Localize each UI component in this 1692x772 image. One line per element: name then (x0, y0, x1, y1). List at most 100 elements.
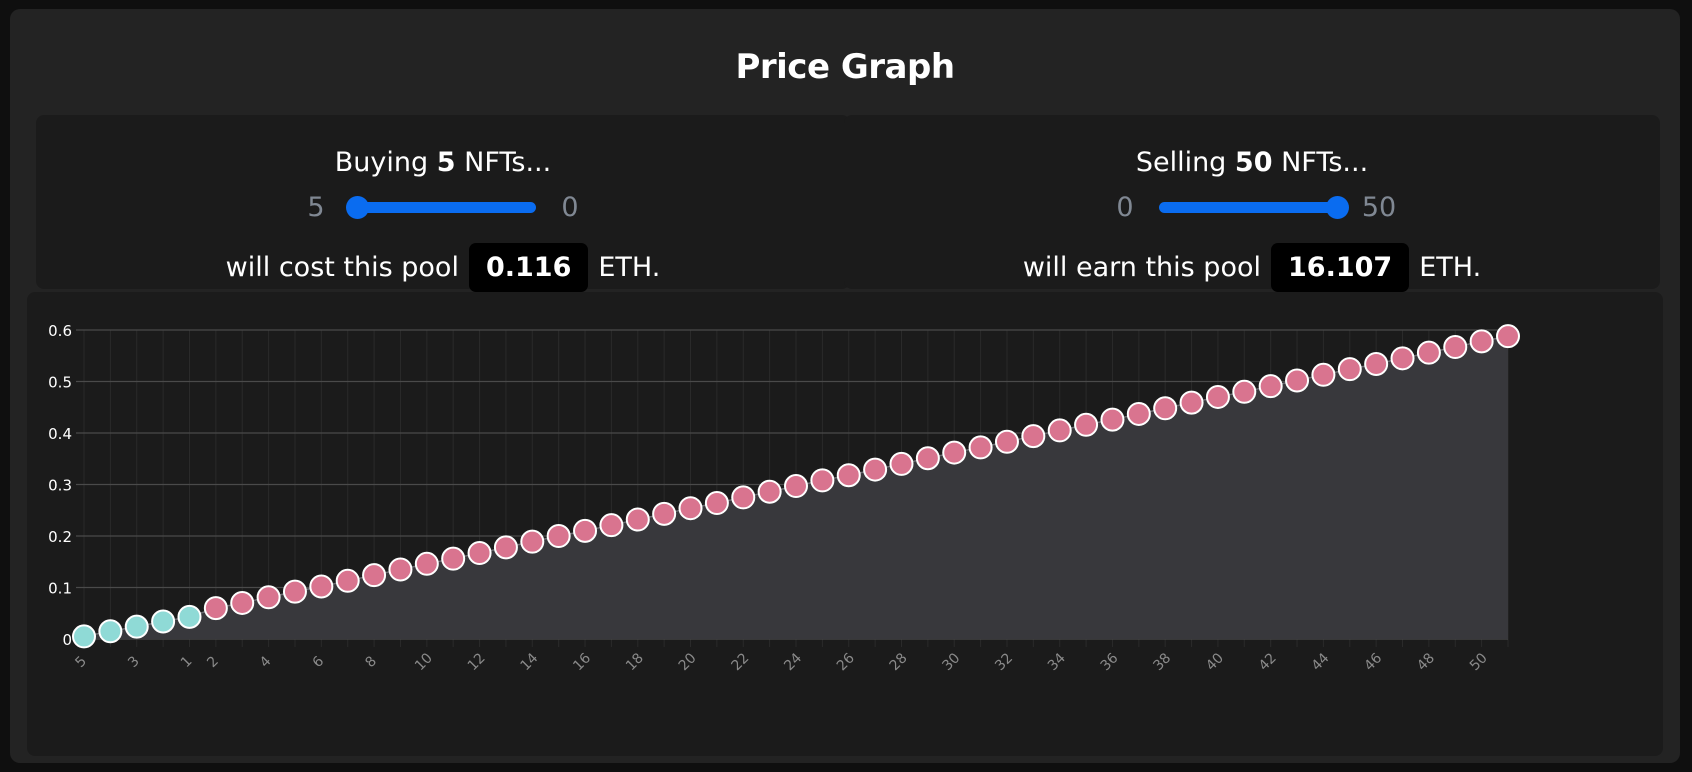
sell-point (757, 479, 782, 504)
sell-point (1311, 362, 1336, 387)
sell-earn-value: 16.107 (1271, 242, 1410, 292)
sell-point (599, 513, 624, 538)
sell-point (1074, 412, 1099, 437)
x-tick-label: 4 (257, 653, 275, 671)
buy-slider[interactable] (346, 195, 536, 219)
x-tick-label: 42 (1256, 650, 1280, 674)
y-tick-label: 0.4 (48, 425, 72, 443)
sell-panel: Selling 50 NFTs... 0 50 will earn this p… (844, 115, 1660, 292)
x-tick-label: 50 (1467, 650, 1491, 674)
sell-point (1100, 407, 1125, 432)
x-tick-label: 20 (676, 650, 700, 674)
sell-point (1021, 424, 1046, 449)
sell-point (1416, 340, 1441, 365)
sell-point (863, 457, 888, 482)
sell-unit: ETH. (1419, 251, 1482, 283)
y-tick-label: 0.5 (48, 374, 72, 392)
sell-point (309, 574, 334, 599)
buy-heading: Buying 5 NFTs... (36, 147, 850, 178)
x-tick-label: 38 (1150, 650, 1174, 674)
price-chart: 0 0.1 0.2 0.3 0.4 0.5 0.6 5 3 1 2 4 6 8 10 12 14 16 18 20 22… (27, 292, 1663, 756)
buy-suffix: NFTs... (464, 147, 552, 178)
sell-point (1285, 368, 1310, 393)
x-tick-label: 28 (887, 650, 911, 674)
x-tick-label: 5 (72, 653, 90, 671)
x-tick-label: 10 (412, 650, 436, 674)
x-tick-label: 44 (1309, 650, 1333, 674)
x-tick-label: 2 (204, 653, 222, 671)
sell-point (678, 496, 703, 521)
sell-point (994, 429, 1019, 454)
x-tick-label: 18 (623, 650, 647, 674)
sell-point (467, 540, 492, 565)
sell-point (203, 596, 228, 621)
sell-point (1443, 334, 1468, 359)
sell-point (256, 585, 281, 610)
sell-point (362, 563, 387, 588)
buy-slider-max-label: 0 (561, 191, 579, 223)
sell-point (573, 518, 598, 543)
sell-point (625, 507, 650, 532)
buy-point (151, 609, 176, 634)
price-chart-svg: 00.10.20.30.40.50.65 3 1 2 4 6 8 10 12 14 16 18 20 22… (48, 322, 1520, 674)
sell-point (731, 485, 756, 510)
x-tick-label: 40 (1203, 650, 1227, 674)
sell-point (784, 474, 808, 499)
sell-point (968, 435, 993, 460)
buy-point (72, 624, 96, 649)
x-tick-label: 14 (518, 650, 542, 674)
sell-slider[interactable] (1159, 195, 1349, 219)
sell-prefix: Selling (1135, 147, 1227, 178)
sell-point (1047, 418, 1072, 443)
x-tick-label: 12 (465, 650, 489, 674)
sell-point (414, 551, 439, 576)
sell-point (942, 440, 967, 465)
sell-point (915, 446, 940, 471)
sell-point (230, 590, 255, 615)
x-tick-label: 22 (728, 650, 752, 674)
sell-point (546, 524, 571, 548)
buy-slider-thumb[interactable] (346, 195, 369, 219)
buy-unit: ETH. (598, 251, 661, 283)
buy-slider-row: 5 0 (36, 190, 850, 224)
sell-point (335, 568, 360, 593)
y-tick-label: 0.3 (48, 477, 72, 495)
buy-prefix: Buying (334, 147, 429, 178)
x-tick-label: 3 (125, 653, 143, 671)
sell-point (704, 491, 729, 516)
x-tick-label: 32 (992, 650, 1016, 674)
sell-slider-max-label: 50 (1361, 191, 1397, 223)
sell-point (520, 529, 545, 554)
sell-slider-row: 0 50 (844, 190, 1660, 224)
sell-point (1179, 390, 1204, 415)
buy-cost-prefix: will cost this pool (225, 251, 459, 283)
buy-cost-value: 0.116 (468, 242, 589, 292)
buy-point (98, 619, 123, 644)
buy-cost-line: will cost this pool 0.116 ETH. (36, 240, 850, 294)
sell-point (388, 557, 413, 582)
sell-point (493, 535, 518, 560)
sell-earn-prefix: will earn this pool (1022, 251, 1261, 283)
x-tick-label: 26 (834, 650, 858, 674)
sell-point (652, 501, 677, 526)
sell-point (1390, 346, 1415, 371)
sell-point (1496, 324, 1520, 349)
x-tick-label: 46 (1361, 650, 1385, 674)
buy-point (177, 604, 202, 629)
sell-point (810, 468, 835, 493)
sell-point (1337, 357, 1362, 382)
sell-slider-thumb[interactable] (1326, 195, 1349, 219)
sell-point (889, 451, 914, 476)
x-tick-label: 16 (570, 650, 594, 674)
sell-point (1364, 351, 1389, 376)
sell-point (1153, 396, 1178, 421)
buy-slider-min-label: 5 (307, 191, 325, 223)
sell-point (1126, 401, 1151, 426)
x-tick-label: 1 (178, 653, 196, 671)
buy-count: 5 (436, 147, 456, 178)
sell-suffix: NFTs... (1281, 147, 1369, 178)
sell-count: 50 (1234, 147, 1273, 178)
sell-point (836, 463, 861, 488)
sell-earn-line: will earn this pool 16.107 ETH. (844, 240, 1660, 294)
y-tick-label: 0 (62, 631, 72, 649)
